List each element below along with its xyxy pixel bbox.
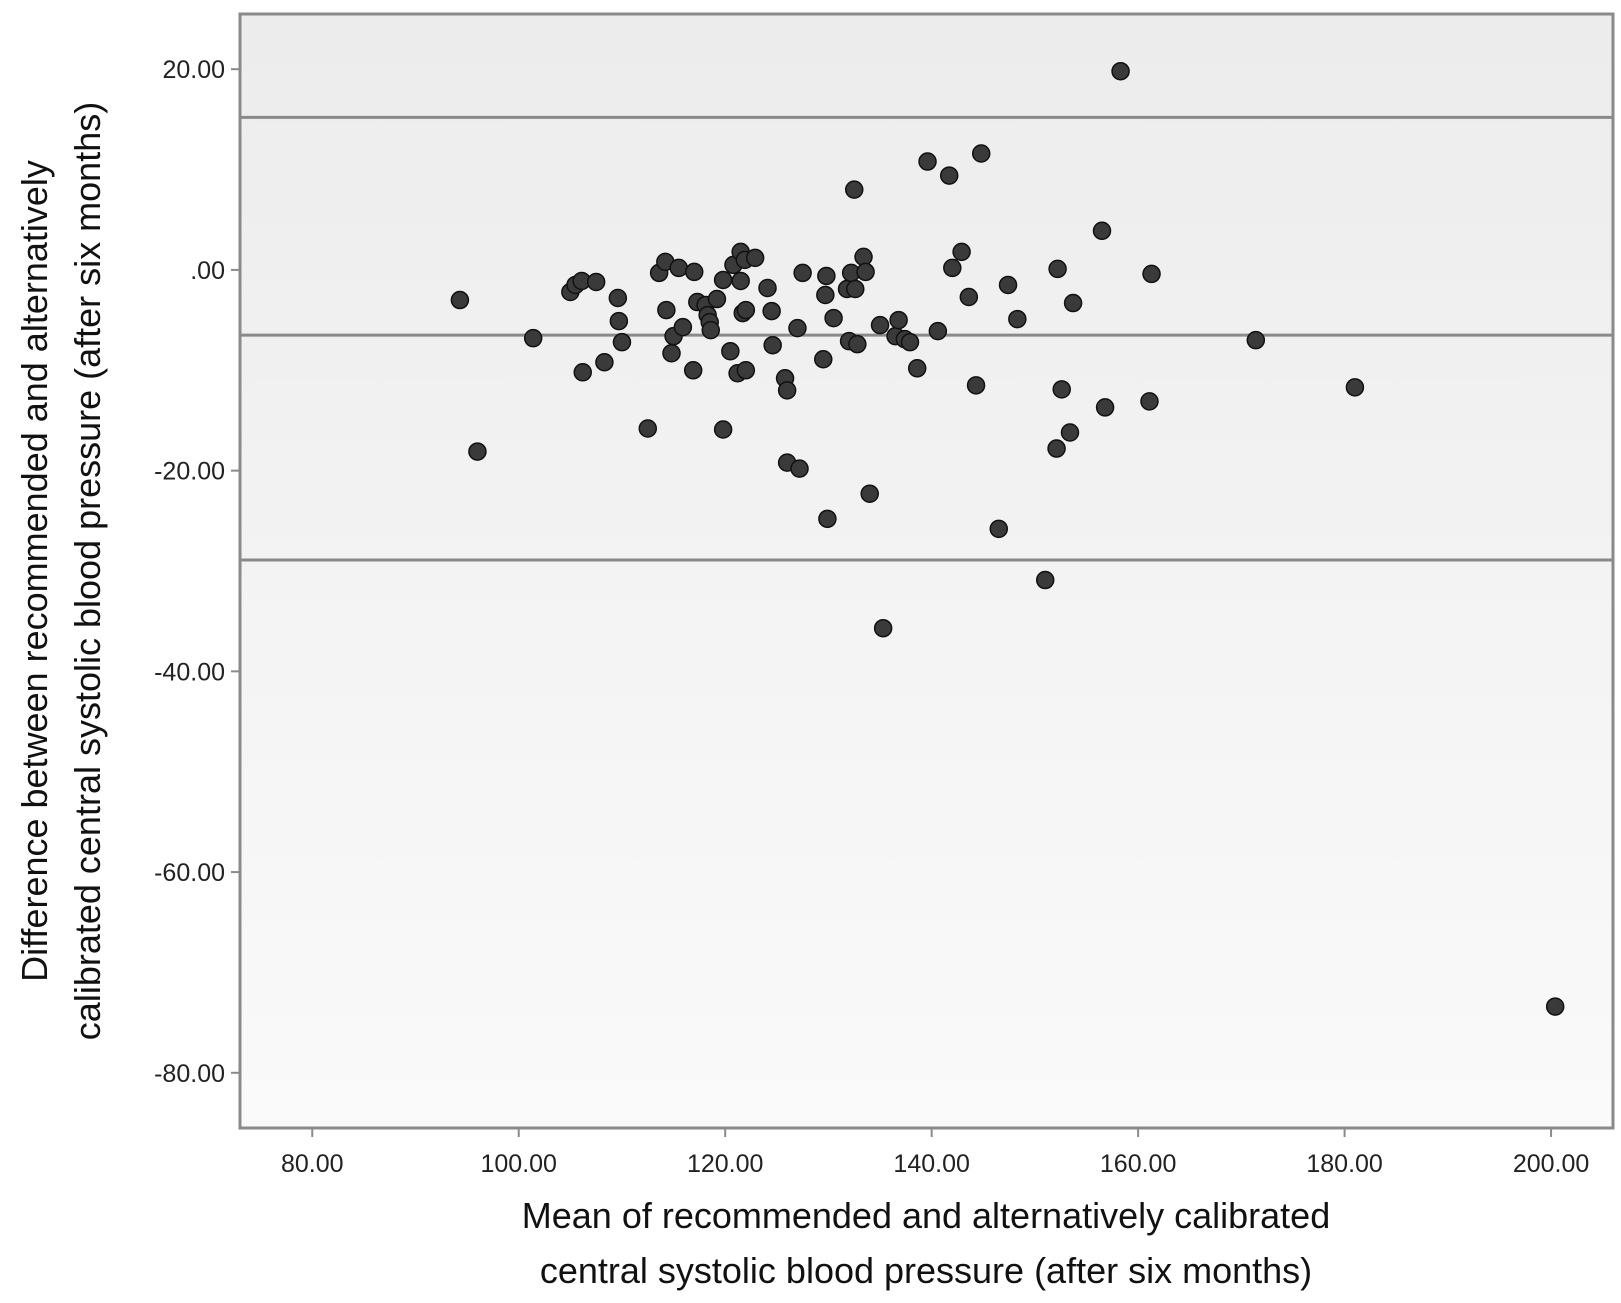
reference-lines	[240, 115, 1613, 562]
y-tick-label: -20.00	[154, 458, 225, 486]
data-point-1	[468, 442, 487, 461]
data-point-60	[854, 247, 873, 267]
y-axis-title-line-2: calibrated central systolic blood pressu…	[67, 102, 108, 1040]
x-axis-title-line-1: Mean of recommended and alternatively ca…	[522, 1195, 1330, 1236]
y-tick-label: -40.00	[154, 658, 225, 686]
data-point-19	[673, 317, 693, 337]
x-tick-label: 80.00	[281, 1150, 344, 1178]
data-point-82	[1047, 439, 1066, 458]
data-point-72	[939, 166, 959, 185]
data-point-89	[1111, 61, 1130, 81]
y-tick-label: 20.00	[162, 56, 225, 84]
data-point-16	[662, 343, 681, 363]
data-point-53	[824, 308, 843, 328]
data-point-27	[707, 289, 727, 309]
data-point-87	[1092, 221, 1112, 241]
data-point-44	[777, 381, 797, 400]
data-point-75	[959, 287, 979, 307]
data-point-7	[586, 272, 606, 292]
data-point-88	[1095, 398, 1115, 417]
data-point-10	[609, 311, 629, 331]
data-point-51	[817, 266, 836, 286]
data-point-71	[928, 321, 948, 341]
data-point-38	[736, 361, 756, 380]
data-point-40	[758, 278, 777, 298]
data-point-94	[1545, 997, 1565, 1016]
data-point-68	[900, 332, 920, 352]
data-point-47	[790, 459, 809, 478]
data-point-69	[907, 359, 927, 378]
data-point-11	[612, 332, 632, 352]
data-point-30	[721, 341, 740, 361]
y-axis-ticks: 20.00 .00 -20.00 -40.00 -60.00 -80.00	[154, 56, 240, 1088]
data-point-12	[638, 419, 658, 438]
data-point-84	[1052, 380, 1071, 399]
data-point-39	[745, 248, 765, 268]
x-axis-title-line-2: central systolic blood pressure (after s…	[540, 1250, 1312, 1291]
x-tick-label: 100.00	[480, 1150, 556, 1178]
data-point-34	[731, 271, 750, 291]
data-point-20	[683, 361, 703, 380]
data-point-81	[1035, 570, 1055, 590]
x-axis-ticks: 80.00 100.00 120.00 140.00 160.00 180.00 200.0…	[281, 1128, 1589, 1178]
data-point-42	[763, 335, 782, 355]
data-point-64	[873, 618, 893, 638]
x-tick-label: 180.00	[1306, 1150, 1382, 1178]
data-point-18	[669, 258, 688, 278]
data-point-79	[998, 275, 1018, 295]
data-point-58	[846, 279, 865, 299]
data-point-61	[856, 262, 875, 282]
data-point-26	[701, 320, 720, 340]
data-point-57	[844, 180, 864, 199]
data-point-77	[971, 144, 991, 163]
data-point-15	[657, 300, 676, 320]
data-point-48	[793, 263, 812, 283]
data-point-86	[1063, 293, 1083, 313]
data-point-0	[450, 290, 470, 310]
data-point-80	[1008, 309, 1027, 329]
data-point-2	[523, 328, 543, 348]
data-point-59	[848, 334, 867, 354]
plot-area	[240, 14, 1613, 1128]
data-point-37	[736, 300, 756, 320]
data-point-66	[889, 310, 908, 330]
plot-frame	[238, 12, 1615, 1130]
data-point-90	[1140, 392, 1159, 411]
data-point-50	[816, 285, 835, 305]
data-point-91	[1142, 264, 1161, 284]
data-point-28	[713, 270, 733, 290]
x-tick-label: 160.00	[1100, 1150, 1176, 1178]
data-point-6	[573, 363, 592, 382]
data-point-73	[943, 258, 962, 278]
data-point-93	[1345, 378, 1365, 397]
data-point-52	[818, 509, 837, 529]
data-points	[450, 61, 1565, 1016]
data-point-85	[1060, 423, 1080, 442]
data-point-62	[860, 484, 879, 503]
data-point-49	[814, 349, 833, 369]
x-tick-label: 120.00	[687, 1150, 763, 1178]
data-point-9	[608, 288, 628, 308]
data-point-83	[1048, 259, 1067, 279]
data-point-46	[788, 318, 807, 338]
x-tick-label: 200.00	[1513, 1150, 1589, 1178]
data-point-92	[1246, 330, 1266, 350]
data-point-41	[762, 301, 781, 321]
data-point-78	[989, 519, 1009, 539]
data-point-74	[952, 242, 971, 262]
y-axis-title-line-1: Difference between recommended and alter…	[14, 160, 55, 982]
y-tick-label: .00	[190, 257, 225, 285]
data-point-76	[966, 376, 986, 395]
y-tick-label: -80.00	[154, 1060, 225, 1088]
data-point-8	[595, 353, 614, 372]
data-point-29	[713, 420, 733, 439]
x-tick-label: 140.00	[893, 1150, 969, 1178]
data-point-70	[918, 152, 937, 171]
data-point-63	[870, 315, 890, 335]
data-point-21	[684, 262, 704, 282]
y-tick-label: -60.00	[154, 859, 225, 887]
